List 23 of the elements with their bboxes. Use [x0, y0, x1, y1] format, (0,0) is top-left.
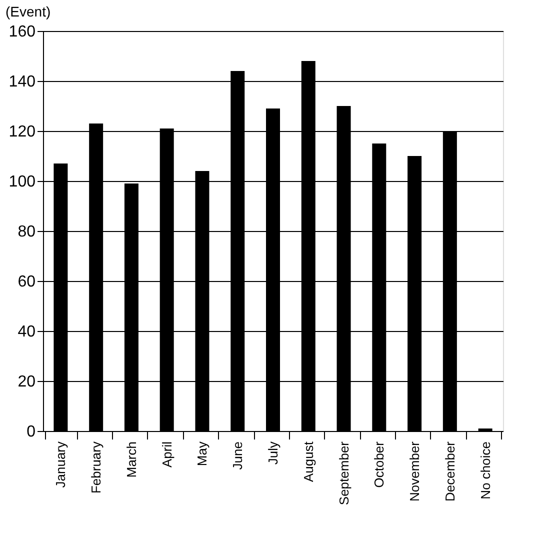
x-tick-label: June: [230, 442, 246, 470]
x-tick-label: July: [266, 441, 280, 465]
y-tick-label: 60: [18, 274, 36, 290]
x-tick-label: December: [442, 440, 458, 502]
y-tick-label: 0: [26, 424, 36, 440]
x-tick-label: February: [88, 441, 104, 494]
y-axis-title: (Event): [6, 4, 51, 20]
y-tick-label: 20: [18, 374, 36, 390]
x-tick-label: No choice: [478, 442, 493, 500]
x-tick-label: October: [372, 440, 387, 488]
y-tick-label: 100: [8, 174, 36, 190]
y-tick-label: 40: [18, 324, 36, 340]
x-tick-label: January: [53, 441, 68, 488]
y-tick-label: 140: [8, 74, 36, 90]
x-tick-label: March: [124, 442, 139, 478]
y-tick-label: 160: [8, 24, 36, 40]
y-tick-label: 80: [18, 224, 36, 240]
x-tick-label: August: [300, 441, 316, 482]
x-tick-label: May: [194, 441, 210, 466]
y-tick-label: 120: [8, 124, 36, 140]
x-tick-label: April: [159, 441, 174, 468]
x-tick-label: September: [336, 440, 352, 506]
x-tick-label: November: [407, 440, 422, 502]
